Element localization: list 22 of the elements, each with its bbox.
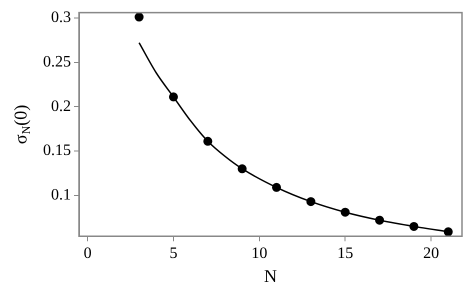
x-axis-title: N	[264, 266, 277, 286]
point	[134, 12, 144, 22]
point	[306, 197, 316, 206]
point	[375, 216, 384, 225]
y-tick-label: 0.15	[43, 142, 71, 160]
y-tick-label: 0.1	[51, 186, 71, 204]
point	[409, 222, 418, 231]
x-tick-label: 20	[423, 245, 440, 262]
x-tick-label: 10	[251, 245, 268, 262]
point	[444, 227, 453, 236]
y-tick-label: 0.25	[43, 53, 71, 70]
x-tick-label: 5	[169, 245, 178, 262]
point	[203, 136, 212, 146]
point	[272, 182, 282, 192]
point	[168, 92, 178, 102]
x-tick-label: 0	[84, 245, 92, 262]
y-axis-title: σN(0)	[10, 104, 34, 144]
point	[238, 164, 247, 174]
y-tick-label: 0.2	[51, 98, 71, 115]
y-tick-label: 0.3	[51, 9, 71, 26]
x-tick-label: 15	[337, 245, 354, 262]
point	[340, 208, 350, 217]
